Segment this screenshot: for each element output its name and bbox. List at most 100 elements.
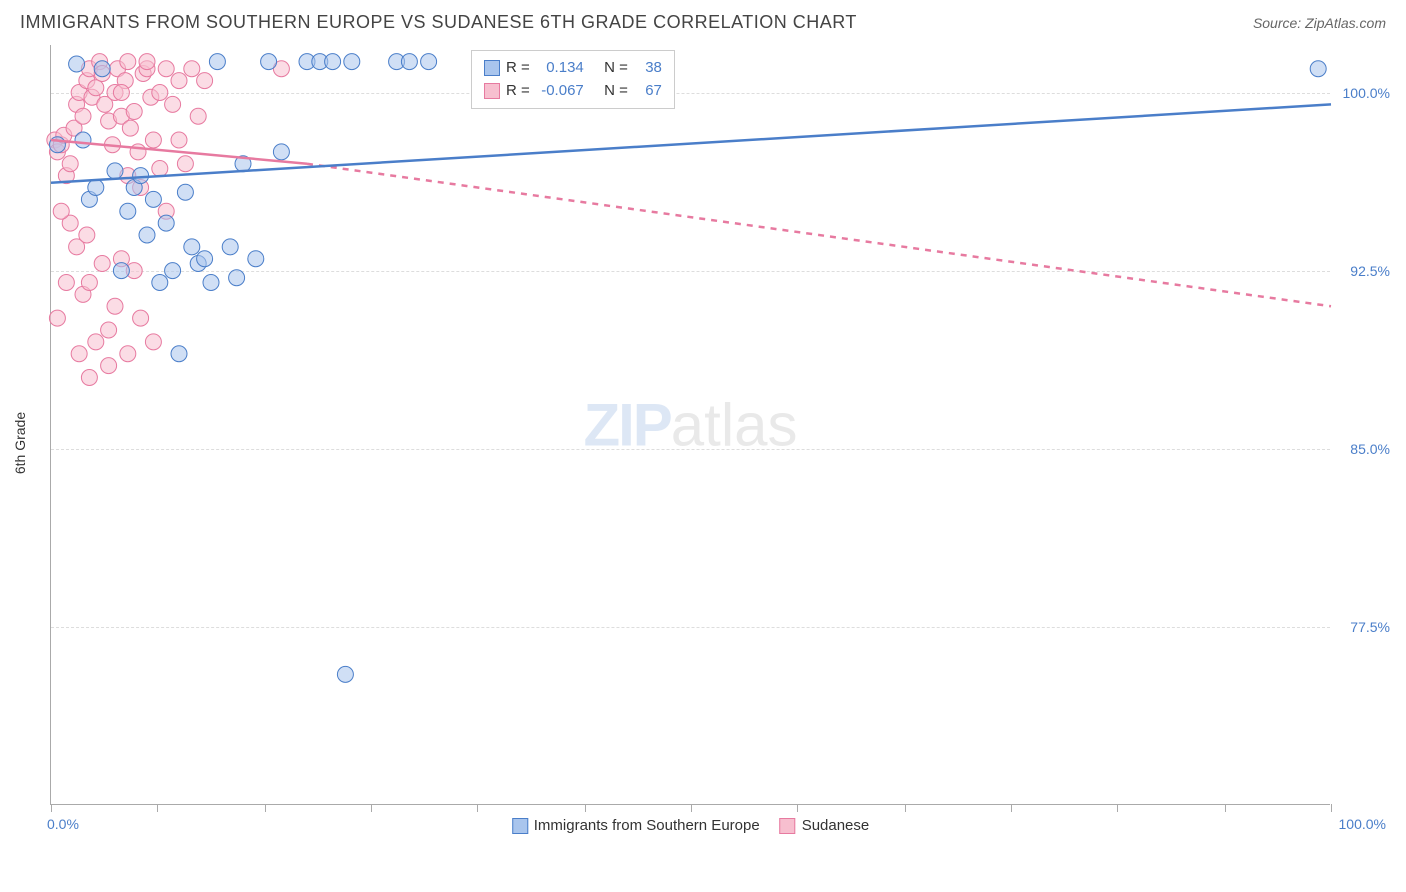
chart-header: IMMIGRANTS FROM SOUTHERN EUROPE VS SUDAN… [0, 0, 1406, 41]
y-tick-label: 100.0% [1343, 85, 1390, 101]
data-point [107, 298, 123, 314]
stats-legend-row: R = -0.067 N = 67 [484, 80, 662, 103]
r-value: 0.134 [536, 57, 584, 80]
x-tick [691, 804, 692, 812]
data-point [130, 144, 146, 160]
data-point [81, 275, 97, 291]
data-point [94, 61, 110, 77]
x-tick [1331, 804, 1332, 812]
data-point [53, 203, 69, 219]
data-point [177, 184, 193, 200]
series-legend-label: Sudanese [802, 817, 870, 834]
x-tick [157, 804, 158, 812]
x-tick [797, 804, 798, 812]
x-min-label: 0.0% [47, 816, 79, 832]
x-tick [51, 804, 52, 812]
data-point [197, 251, 213, 267]
y-axis-label: 6th Grade [12, 411, 28, 473]
data-point [120, 346, 136, 362]
series-legend: Immigrants from Southern Europe Sudanese [512, 817, 870, 834]
r-label: R = [506, 80, 530, 103]
x-tick [265, 804, 266, 812]
data-point [101, 322, 117, 338]
stats-legend-row: R = 0.134 N = 38 [484, 57, 662, 80]
data-point [171, 132, 187, 148]
data-point [190, 108, 206, 124]
data-point [171, 73, 187, 89]
data-point [113, 85, 129, 101]
data-point [133, 310, 149, 326]
n-label: N = [604, 57, 628, 80]
data-point [261, 54, 277, 70]
data-point [49, 310, 65, 326]
data-point [401, 54, 417, 70]
data-point [69, 56, 85, 72]
data-point [120, 203, 136, 219]
data-point [126, 104, 142, 120]
data-point [229, 270, 245, 286]
data-point [113, 263, 129, 279]
series-legend-item: Immigrants from Southern Europe [512, 817, 760, 834]
data-point [171, 346, 187, 362]
y-tick-label: 92.5% [1350, 263, 1390, 279]
data-point [101, 358, 117, 374]
n-value: 67 [634, 80, 662, 103]
legend-swatch-icon [484, 60, 500, 76]
data-point [158, 215, 174, 231]
series-legend-label: Immigrants from Southern Europe [534, 817, 760, 834]
data-point [139, 54, 155, 70]
chart-title: IMMIGRANTS FROM SOUTHERN EUROPE VS SUDAN… [20, 12, 857, 33]
data-point [152, 85, 168, 101]
source-attribution: Source: ZipAtlas.com [1253, 15, 1386, 31]
data-point [421, 54, 437, 70]
x-max-label: 100.0% [1339, 816, 1386, 832]
data-point [344, 54, 360, 70]
plot-area: ZIPatlas 77.5%85.0%92.5%100.0% 0.0% 100.… [50, 45, 1330, 805]
data-point [248, 251, 264, 267]
data-point [75, 108, 91, 124]
data-point [120, 54, 136, 70]
data-point [337, 666, 353, 682]
y-tick-label: 85.0% [1350, 441, 1390, 457]
x-tick [1117, 804, 1118, 812]
y-tick-label: 77.5% [1350, 619, 1390, 635]
data-point [122, 120, 138, 136]
data-point [58, 275, 74, 291]
data-point [152, 161, 168, 177]
source-name: ZipAtlas.com [1305, 15, 1386, 31]
legend-swatch-icon [512, 818, 528, 834]
data-point [165, 263, 181, 279]
data-point [133, 168, 149, 184]
data-point [88, 180, 104, 196]
data-point [139, 227, 155, 243]
stats-legend: R = 0.134 N = 38 R = -0.067 N = 67 [471, 50, 675, 109]
data-point [145, 132, 161, 148]
data-point [209, 54, 225, 70]
legend-swatch-icon [780, 818, 796, 834]
data-point [145, 191, 161, 207]
data-point [71, 346, 87, 362]
data-point [1310, 61, 1326, 77]
data-point [94, 256, 110, 272]
data-point [81, 370, 97, 386]
data-point [197, 73, 213, 89]
data-point [88, 334, 104, 350]
data-point [203, 275, 219, 291]
r-label: R = [506, 57, 530, 80]
n-label: N = [604, 80, 628, 103]
n-value: 38 [634, 57, 662, 80]
chart-container: 6th Grade ZIPatlas 77.5%85.0%92.5%100.0%… [50, 45, 1390, 840]
data-point [177, 156, 193, 172]
data-point [88, 80, 104, 96]
x-tick [371, 804, 372, 812]
data-point [184, 239, 200, 255]
r-value: -0.067 [536, 80, 584, 103]
data-point [79, 227, 95, 243]
data-point [165, 96, 181, 112]
data-point [107, 163, 123, 179]
source-prefix: Source: [1253, 15, 1305, 31]
data-point [184, 61, 200, 77]
scatter-plot-svg [51, 45, 1330, 804]
data-point [152, 275, 168, 291]
data-point [75, 132, 91, 148]
